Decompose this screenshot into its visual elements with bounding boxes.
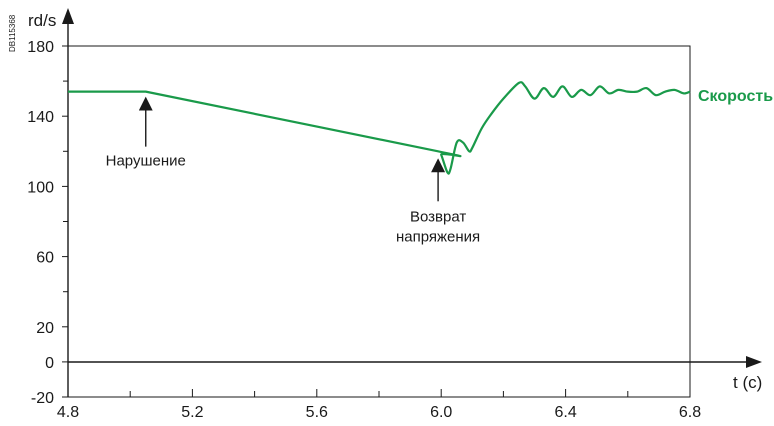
x-axis-label: t (c): [733, 373, 762, 392]
y-tick-label: 100: [27, 179, 54, 196]
x-tick-label: 5.2: [181, 404, 203, 421]
y-tick-label: 180: [27, 39, 54, 56]
document-code: DB115368: [8, 14, 17, 52]
x-tick-label: 5.6: [306, 404, 328, 421]
x-tick-label: 6.8: [679, 404, 701, 421]
x-tick-label: 6.4: [554, 404, 576, 421]
y-axis-arrow: [62, 8, 74, 24]
y-tick-label: -20: [31, 390, 54, 407]
plot-frame: [67, 45, 691, 398]
speed-series-label: Скорость: [698, 88, 773, 105]
y-axis-label: rd/s: [28, 11, 56, 30]
y-tick-label: 140: [27, 109, 54, 126]
x-tick-label: 6.0: [430, 404, 452, 421]
y-tick-label: 20: [36, 320, 54, 337]
fault-annotation: Нарушение: [106, 153, 186, 170]
x-tick-label: 4.8: [57, 404, 79, 421]
speed-series-line: [68, 81, 691, 175]
voltage-return-annotation-line2: напряжения: [396, 228, 480, 245]
y-tick-label: 60: [36, 250, 54, 267]
voltage-return-annotation-line1: Возврат: [410, 208, 466, 225]
x-axis-arrow: [746, 356, 762, 368]
y-tick-label: 0: [45, 355, 54, 372]
